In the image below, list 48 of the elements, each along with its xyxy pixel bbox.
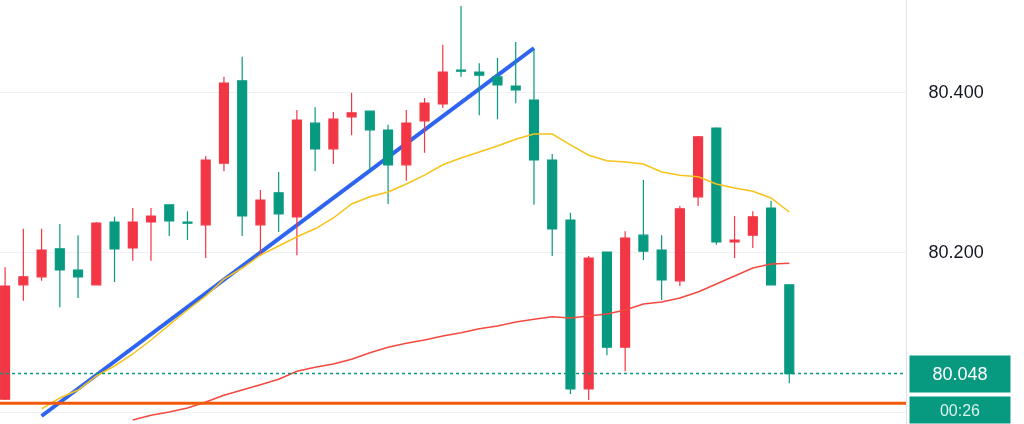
candlestick — [492, 57, 503, 120]
candlestick — [656, 234, 667, 301]
y-tick-label: 80.200 — [928, 242, 984, 263]
candlestick — [310, 106, 321, 172]
candlestick — [145, 207, 157, 262]
candlestick — [765, 200, 777, 286]
candlestick — [455, 5, 467, 78]
candlestick — [364, 110, 375, 171]
candlestick — [255, 189, 266, 256]
candlestick — [36, 228, 47, 282]
text: 00:26 — [939, 401, 981, 419]
candlestick — [528, 48, 540, 206]
candlestick — [674, 205, 685, 287]
candlestick — [693, 135, 704, 207]
candlestick — [747, 210, 758, 249]
candlestick — [291, 109, 302, 256]
candlestick — [474, 62, 485, 116]
candlestick — [91, 221, 102, 286]
candlestick — [437, 44, 448, 109]
candlestick — [601, 251, 612, 356]
candlestick — [510, 41, 521, 104]
candlestick — [711, 126, 722, 246]
candlestick — [200, 155, 211, 259]
candlestick — [109, 216, 120, 283]
candlestick — [237, 56, 248, 237]
candlestick — [72, 234, 84, 299]
candlestick — [346, 92, 357, 136]
candlestick — [54, 223, 65, 308]
candlestick — [218, 76, 230, 172]
candlestick — [273, 171, 284, 233]
candlestick — [620, 230, 631, 372]
candlestick — [328, 111, 339, 165]
candlestick — [419, 97, 430, 154]
line-series — [40, 133, 791, 410]
candlestick — [383, 124, 394, 205]
line-series — [132, 262, 791, 421]
candlestick — [583, 255, 594, 401]
candlestick — [638, 179, 649, 261]
candlestick — [18, 228, 29, 302]
candlestick — [401, 109, 412, 182]
candlestick — [547, 153, 558, 257]
candlestick — [0, 266, 11, 401]
ref-line-label: 80.048 — [932, 364, 988, 384]
y-tick-label: 80.400 — [928, 82, 984, 103]
candlestick — [127, 207, 138, 262]
candlestick — [164, 204, 175, 237]
candlestick — [729, 215, 740, 259]
candlestick — [182, 210, 193, 241]
